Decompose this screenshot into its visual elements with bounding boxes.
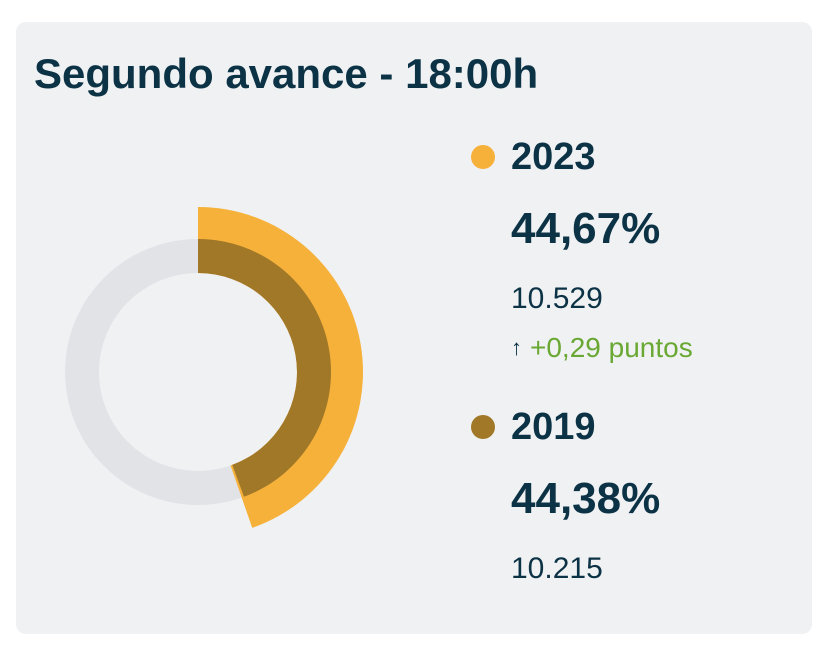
dot-2019-icon xyxy=(471,415,495,439)
percent-2023: 44,67% xyxy=(511,204,661,253)
year-2023: 2023 xyxy=(511,136,596,178)
arrow-up-icon: ↑ xyxy=(511,335,522,360)
change-label: +0,29 puntos xyxy=(530,332,693,363)
votes-2023: 10.529 xyxy=(511,282,603,315)
card-title: Segundo avance - 18:00h xyxy=(34,50,539,97)
year-2019: 2019 xyxy=(511,406,596,448)
participation-donut-chart xyxy=(65,207,363,528)
arc-2019 xyxy=(198,239,332,497)
dot-2023-icon xyxy=(471,145,495,169)
arc-2023 xyxy=(198,207,363,528)
change-indicator: ↑ +0,29 puntos xyxy=(511,332,693,364)
percent-2019: 44,38% xyxy=(511,474,661,523)
participation-card: Segundo avance - 18:00h 2023 44,67% 10.5… xyxy=(16,22,812,634)
votes-2019: 10.215 xyxy=(511,552,603,585)
